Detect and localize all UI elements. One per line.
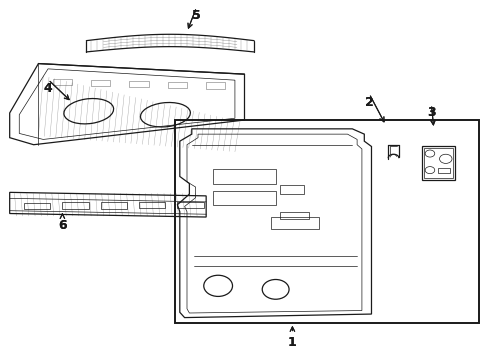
Bar — [213, 170, 275, 184]
Bar — [280, 185, 304, 194]
Bar — [421, 147, 454, 180]
Bar — [280, 212, 308, 219]
Bar — [91, 80, 110, 86]
Bar — [62, 202, 89, 209]
Bar — [175, 120, 478, 323]
Text: 1: 1 — [287, 336, 296, 349]
Text: 4: 4 — [43, 82, 52, 95]
Text: 5: 5 — [192, 9, 201, 22]
Bar — [213, 191, 275, 205]
Text: 3: 3 — [426, 107, 435, 120]
Text: 1: 1 — [287, 336, 296, 349]
Bar — [129, 81, 148, 87]
Bar — [53, 79, 72, 85]
Text: 6: 6 — [58, 219, 66, 232]
Bar — [177, 202, 203, 208]
Bar — [206, 82, 225, 89]
Bar — [270, 217, 318, 229]
Text: 2: 2 — [364, 96, 373, 109]
Bar — [424, 148, 452, 178]
Bar — [24, 203, 50, 209]
Text: 2: 2 — [364, 96, 373, 109]
Text: 5: 5 — [192, 9, 201, 22]
Bar — [101, 202, 127, 208]
Bar — [437, 168, 448, 173]
Text: 4: 4 — [43, 82, 52, 95]
Text: 3: 3 — [426, 107, 435, 120]
Bar — [139, 202, 165, 208]
Text: 6: 6 — [58, 219, 66, 232]
Bar — [167, 82, 186, 88]
